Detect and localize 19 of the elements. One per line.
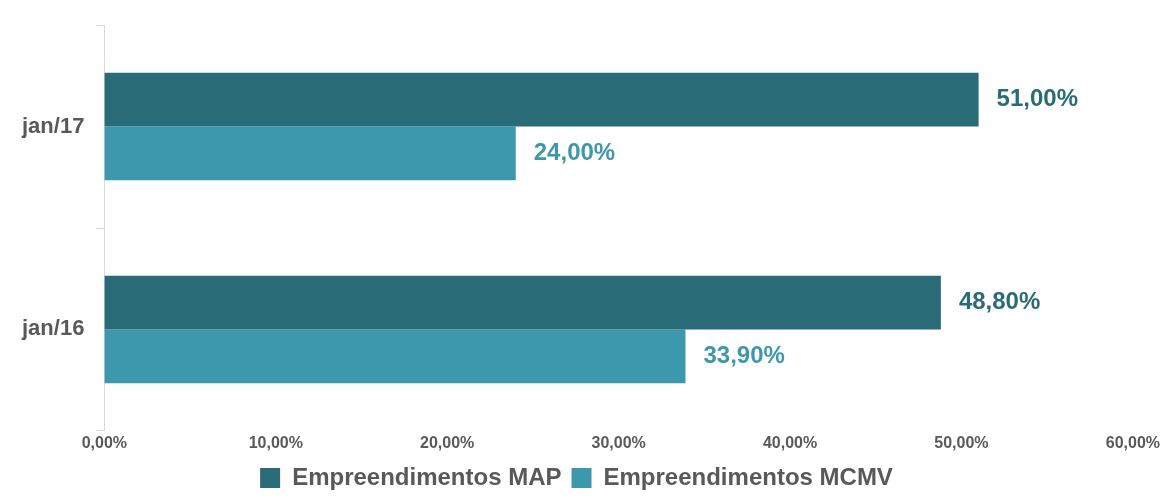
bar: [104, 329, 686, 384]
bar: [104, 275, 941, 330]
legend-label: Empreendimentos MAP: [292, 462, 562, 490]
x-tick-label: 20,00%: [420, 433, 475, 451]
bar: [104, 72, 979, 127]
x-tick-label: 10,00%: [248, 433, 303, 451]
data-label: 24,00%: [533, 138, 616, 166]
y-tick-label: jan/17: [20, 112, 85, 138]
data-label: 33,90%: [703, 340, 785, 368]
legend-label: Empreendimentos MCMV: [603, 462, 893, 490]
x-tick-label: 30,00%: [591, 433, 646, 451]
y-tick-label: jan/16: [20, 315, 85, 341]
x-tick-label: 0,00%: [81, 433, 128, 451]
bar: [104, 126, 516, 181]
x-tick-label: 50,00%: [934, 433, 989, 451]
x-tick-label: 60,00%: [1105, 433, 1160, 451]
data-label: 51,00%: [996, 84, 1078, 112]
data-label: 48,80%: [958, 287, 1041, 315]
x-tick-label: 40,00%: [762, 433, 818, 451]
